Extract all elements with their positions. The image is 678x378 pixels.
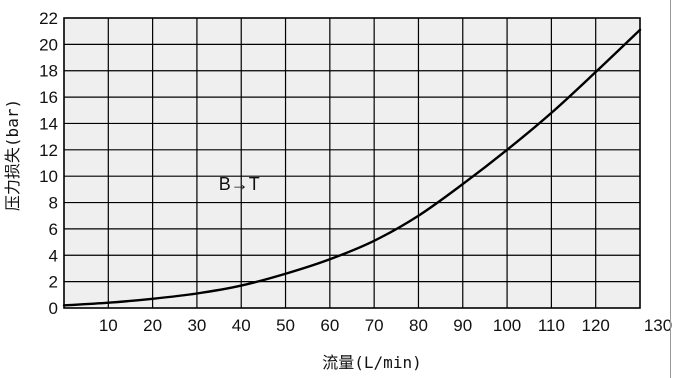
y-tick-label: 22 [39,9,58,28]
y-tick-label: 14 [39,114,58,133]
y-tick-label: 20 [39,35,58,54]
y-tick-label: 16 [39,88,58,107]
x-tick-label: 120 [582,316,610,335]
y-tick-label: 6 [49,220,58,239]
right-edge-rule [670,0,671,378]
series-group [62,28,642,307]
y-tick-labels: 0 2 4 6 8 10 12 14 16 18 20 22 [39,9,58,318]
annotation-label: B→T [219,174,260,194]
y-tick-label: 10 [39,167,58,186]
x-tick-label: 90 [453,316,472,335]
plot-background [64,18,640,308]
y-axis-label: 压力损失(bar) [3,99,22,211]
x-tick-label: 110 [538,316,565,335]
x-axis-label: 流量(L/min) [322,353,421,372]
x-tick-label: 10 [99,316,118,335]
y-tick-label: 2 [49,273,58,292]
y-tick-label: 4 [49,246,58,265]
x-tick-label: 30 [187,316,206,335]
x-tick-label: 50 [276,316,295,335]
plot-frame [63,17,641,309]
x-tick-label: 40 [232,316,251,335]
x-tick-label: 130 [644,316,672,335]
y-tick-label: 12 [39,141,58,160]
x-tick-label: 100 [493,316,521,335]
x-tick-label: 60 [320,316,339,335]
x-tick-label: 70 [365,316,384,335]
x-tick-label: 80 [409,316,428,335]
series-line [62,28,642,307]
y-tick-label: 8 [49,194,58,213]
y-tick-label: 0 [49,299,58,318]
x-tick-label: 20 [143,316,162,335]
grid-lines [64,18,640,308]
y-tick-label: 18 [39,62,58,81]
x-tick-labels: 10 20 30 40 50 60 70 80 90 100 110 120 130 [99,316,672,335]
annotations: B→T [219,174,260,194]
